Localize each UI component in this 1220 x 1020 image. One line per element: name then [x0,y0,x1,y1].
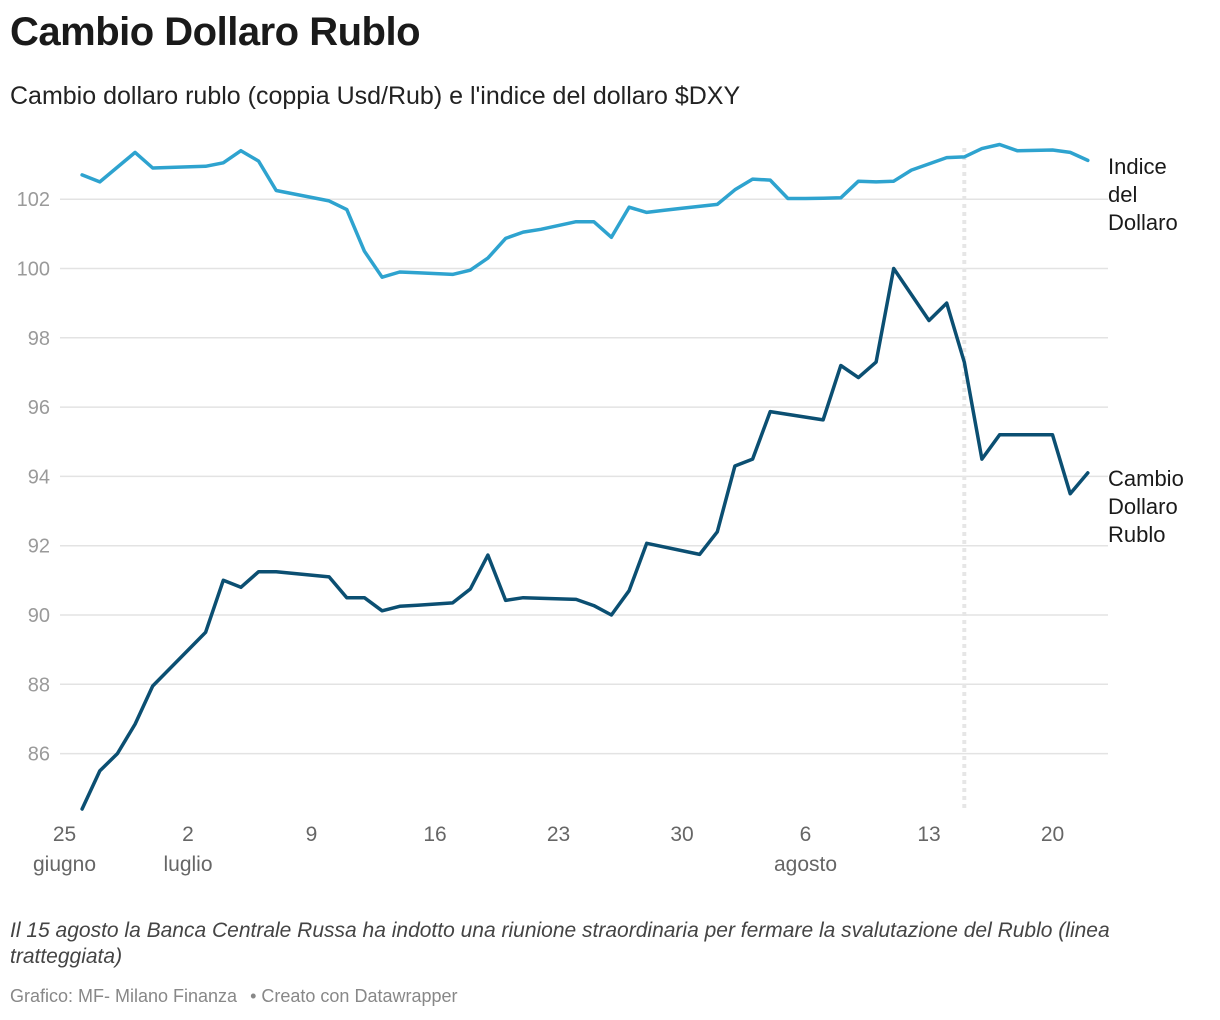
y-tick-label-86: 86 [28,744,50,766]
gridlines [60,198,1108,755]
series-label-cambio-dollaro-rublo: Cambio Dollaro Rublo [1108,466,1184,547]
x-axis-ticks: 25 giugno 2 luglio 9 16 23 30 6 agosto 13 20 [33,823,1064,876]
y-tick-label-94: 94 [28,466,50,488]
series-label-indice-del-dollaro: Indice del Dollaro [1108,154,1178,235]
series-label-line: Dollaro [1108,210,1178,235]
y-tick-label-100: 100 [17,259,50,281]
x-tick-sublabel-giugno: giugno [33,853,96,876]
y-axis-ticks: 86 88 90 92 94 96 98 100 102 [17,189,50,765]
x-tick-label-25: 25 [53,823,76,846]
y-tick-label-102: 102 [17,189,50,211]
tool-credit: • Creato con Datawrapper [250,986,458,1006]
y-tick-label-96: 96 [28,397,50,419]
y-tick-label-92: 92 [28,536,50,558]
y-tick-label-98: 98 [28,328,50,350]
series-label-line: del [1108,182,1137,207]
chart-footer: Grafico: MF- Milano Finanza • Creato con… [10,986,466,1007]
series-line-cambio-dollaro-rublo [80,266,1090,811]
x-tick-label-6: 6 [800,823,812,846]
x-tick-label-16: 16 [423,823,446,846]
source-credit: Grafico: MF- Milano Finanza [10,986,238,1006]
x-tick-sublabel-luglio: luglio [163,853,212,876]
x-tick-label-23: 23 [547,823,570,846]
chart-title: Cambio Dollaro Rublo [10,10,421,54]
x-tick-label-30: 30 [670,823,693,846]
x-tick-label-9: 9 [306,823,318,846]
chart-subtitle: Cambio dollaro rublo (coppia Usd/Rub) e … [10,82,741,110]
series-label-line: Rublo [1108,522,1165,547]
series-label-line: Dollaro [1108,494,1178,519]
series-label-line: Cambio [1108,466,1184,491]
x-tick-label-2: 2 [182,823,194,846]
x-tick-label-20: 20 [1041,823,1064,846]
x-tick-label-13: 13 [917,823,940,846]
chart-note: Il 15 agosto la Banca Centrale Russa ha … [10,919,1110,968]
y-tick-label-88: 88 [28,674,50,696]
x-tick-sublabel-agosto: agosto [774,853,837,876]
series-line-indice-del-dollaro [80,142,1090,279]
y-tick-label-90: 90 [28,605,50,627]
series-label-line: Indice [1108,154,1167,179]
